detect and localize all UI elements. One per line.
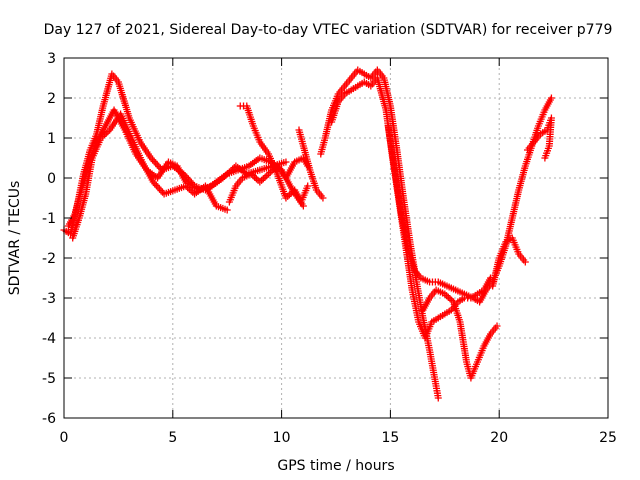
y-tick-labels: -6 -5 -4 -3 -2 -1 0 1 2 3 [42, 51, 56, 427]
x-tick-label: 0 [60, 430, 69, 446]
x-tick-label: 5 [168, 430, 177, 446]
x-tick-label: 20 [490, 430, 508, 446]
x-tick-labels: 0 5 10 15 20 25 [60, 430, 617, 446]
y-axis-label: SDTVAR / TECUs [7, 181, 23, 296]
data-point [319, 194, 327, 202]
data-marker [222, 171, 230, 179]
grid [64, 58, 608, 418]
y-tick-label: 0 [47, 171, 56, 187]
data-point [541, 154, 549, 162]
series-track-5 [236, 102, 312, 206]
chart-title: Day 127 of 2021, Sidereal Day-to-day VTE… [44, 22, 613, 38]
y-tick-label: 3 [47, 51, 56, 67]
y-tick-label: -2 [42, 251, 56, 267]
data-point [219, 174, 227, 182]
series-track-10 [419, 286, 501, 382]
series-track-9 [384, 94, 555, 306]
data-layer [60, 66, 555, 402]
axis-ticks [63, 57, 609, 419]
data-point [282, 158, 290, 166]
data-point [547, 94, 555, 102]
x-tick-label: 15 [381, 430, 399, 446]
y-tick-label: 1 [47, 131, 56, 147]
x-axis-label: GPS time / hours [277, 458, 394, 474]
y-tick-label: -5 [42, 371, 56, 387]
data-point [299, 202, 307, 210]
data-marker [227, 167, 235, 174]
data-marker [225, 168, 233, 176]
y-tick-label: -1 [42, 211, 56, 227]
data-point [434, 394, 442, 402]
series-track-3 [69, 110, 231, 242]
data-point [493, 322, 501, 330]
data-point [304, 182, 312, 190]
y-tick-label: -4 [42, 331, 56, 347]
data-point [223, 206, 231, 214]
data-marker [220, 173, 228, 180]
x-tick-label: 10 [273, 430, 291, 446]
y-tick-label: -3 [42, 291, 56, 307]
plot-frame [63, 57, 609, 419]
data-marker [224, 170, 232, 177]
y-tick-label: -6 [42, 411, 56, 427]
x-tick-label: 25 [599, 430, 617, 446]
series-track-11 [489, 234, 529, 290]
series-track-12 [523, 114, 555, 162]
data-marker [229, 165, 237, 173]
series-track-6 [295, 126, 327, 202]
data-point [521, 258, 529, 266]
y-tick-label: 2 [47, 91, 56, 107]
